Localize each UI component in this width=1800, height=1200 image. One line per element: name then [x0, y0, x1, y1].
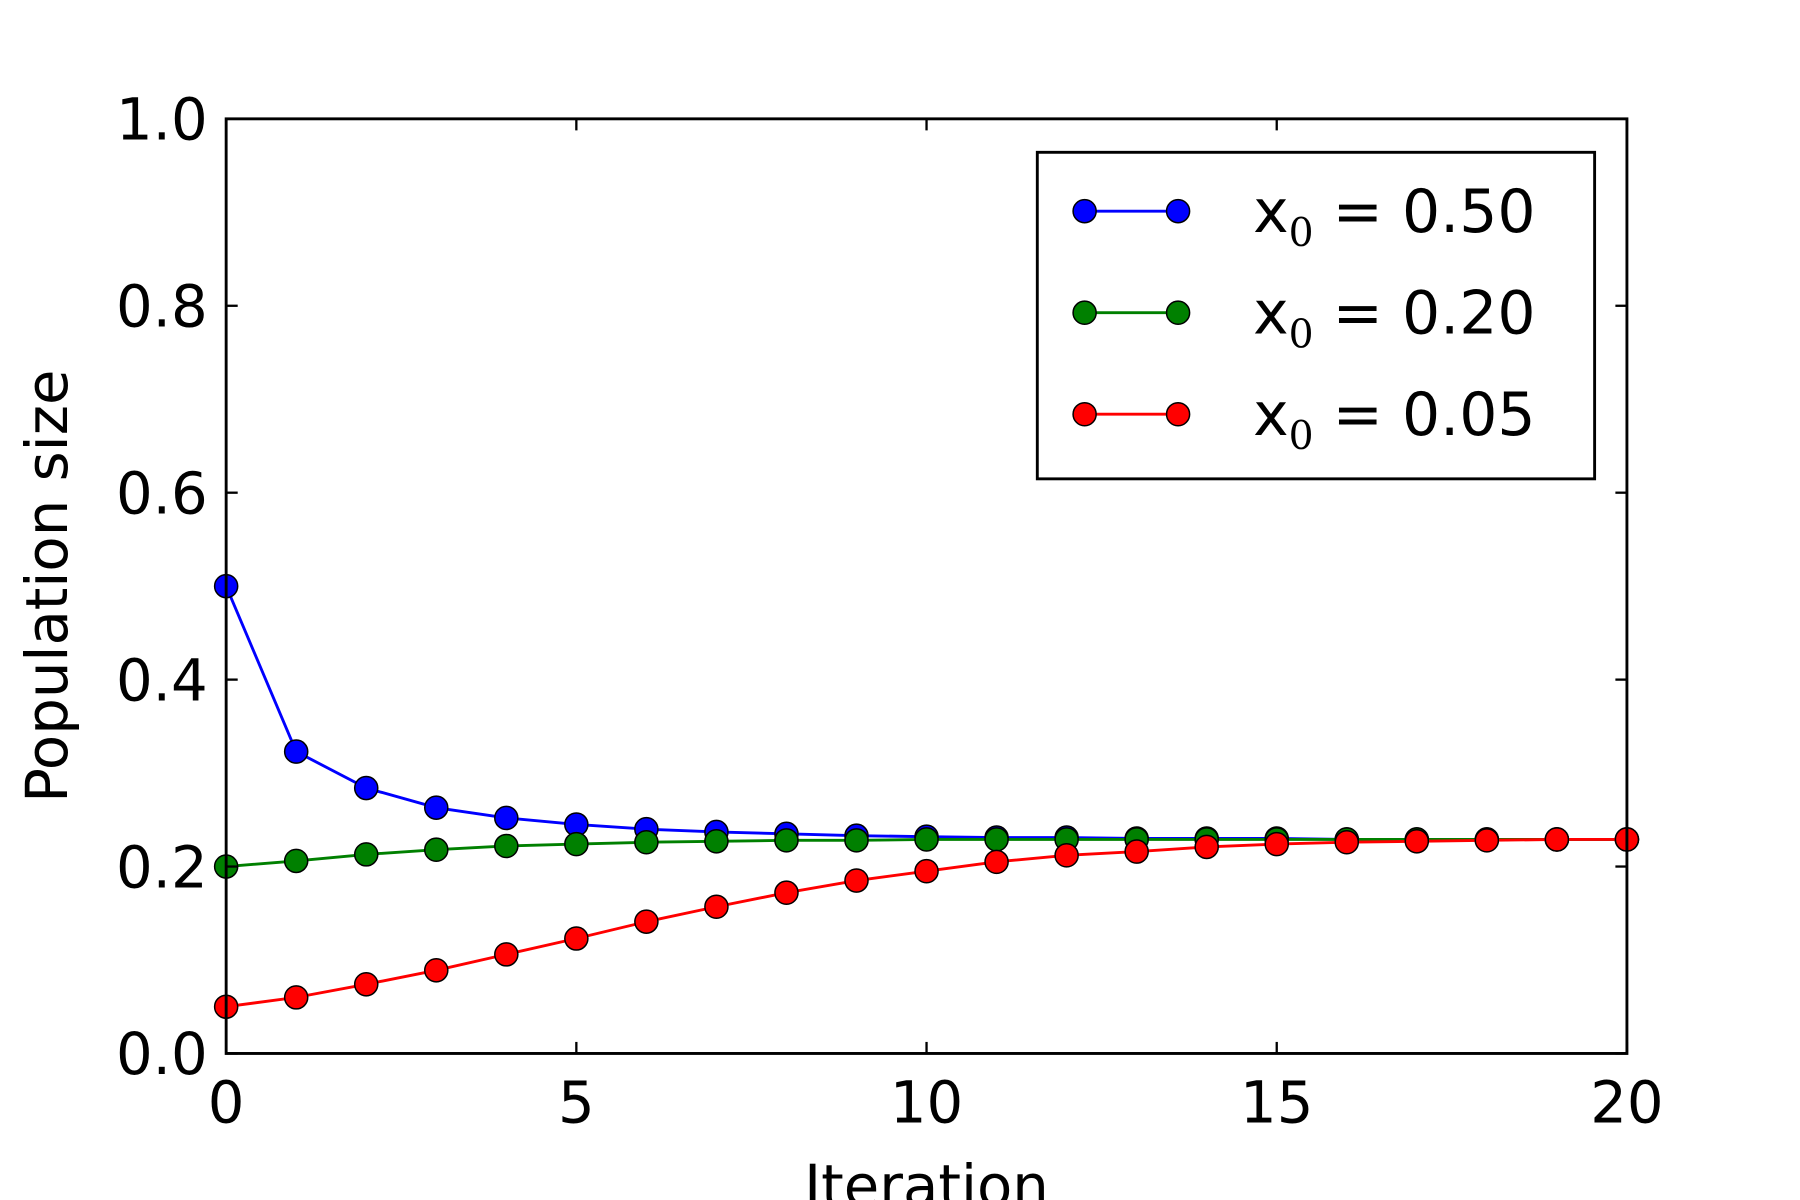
- y-tick-label: 0.2: [116, 833, 208, 901]
- data-point: [423, 957, 449, 983]
- legend-marker: [1165, 401, 1191, 427]
- data-point: [1544, 827, 1570, 852]
- data-point: [914, 858, 939, 884]
- y-tick-label: 0.4: [116, 646, 208, 714]
- y-tick-label: 0.0: [116, 1020, 208, 1088]
- data-point: [704, 829, 729, 854]
- x-tick-label: 10: [890, 1069, 963, 1137]
- plot-marks: [213, 573, 1640, 1020]
- data-point: [1124, 839, 1149, 864]
- data-point: [1404, 829, 1430, 854]
- data-point: [353, 775, 379, 801]
- y-tick-label: 0.8: [116, 273, 208, 341]
- y-axis-label: Population size: [13, 370, 81, 803]
- data-point: [283, 848, 309, 874]
- legend-box: [1035, 150, 1597, 481]
- data-point: [494, 942, 519, 967]
- data-point: [844, 868, 869, 893]
- data-point: [774, 828, 799, 853]
- data-point: [353, 972, 379, 997]
- data-point: [984, 849, 1009, 875]
- data-point: [423, 837, 449, 863]
- data-point: [353, 842, 379, 867]
- x-tick-label: 5: [558, 1069, 595, 1137]
- data-point: [1334, 829, 1360, 855]
- data-point: [634, 829, 659, 855]
- ticks: 0 5 10 15 20 0.0 0.2 0.4 0.6 0.8 1.0: [116, 86, 1664, 1137]
- data-point: [564, 926, 589, 951]
- y-tick-label: 1.0: [116, 86, 208, 154]
- legend-marker: [1072, 198, 1097, 224]
- legend-entry: x0 = 0.05: [1072, 380, 1536, 459]
- data-point: [1264, 831, 1290, 857]
- data-point: [1054, 843, 1079, 868]
- data-point: [984, 827, 1009, 852]
- x-tick-label: 20: [1590, 1069, 1663, 1137]
- legend-marker: [1072, 401, 1097, 427]
- data-point: [494, 805, 519, 831]
- legend-marker: [1165, 300, 1191, 325]
- legend-label: x0 = 0.50: [1253, 177, 1535, 256]
- data-point: [283, 985, 309, 1010]
- legend-marker: [1165, 198, 1191, 224]
- data-point: [1474, 828, 1500, 853]
- legend-label: x0 = 0.20: [1253, 278, 1535, 357]
- legend-entry: x0 = 0.50: [1072, 177, 1536, 256]
- legend: x0 = 0.50 x0 = 0.20 x0 = 0.05: [1035, 150, 1597, 481]
- data-point: [283, 739, 309, 764]
- data-point: [774, 880, 799, 905]
- x-tick-label: 0: [208, 1069, 245, 1137]
- data-point: [634, 909, 659, 934]
- data-point: [704, 894, 729, 920]
- legend-marker: [1072, 300, 1097, 325]
- data-point: [494, 833, 519, 859]
- legend-entry: x0 = 0.20: [1072, 278, 1536, 357]
- x-axis-label: Iteration: [804, 1152, 1049, 1200]
- data-point: [914, 827, 939, 852]
- data-point: [844, 828, 869, 853]
- data-point: [423, 795, 449, 820]
- legend-label: x0 = 0.05: [1253, 380, 1535, 459]
- data-point: [564, 831, 589, 857]
- y-tick-label: 0.6: [116, 459, 208, 527]
- data-point: [1194, 834, 1219, 860]
- x-tick-label: 15: [1240, 1069, 1313, 1137]
